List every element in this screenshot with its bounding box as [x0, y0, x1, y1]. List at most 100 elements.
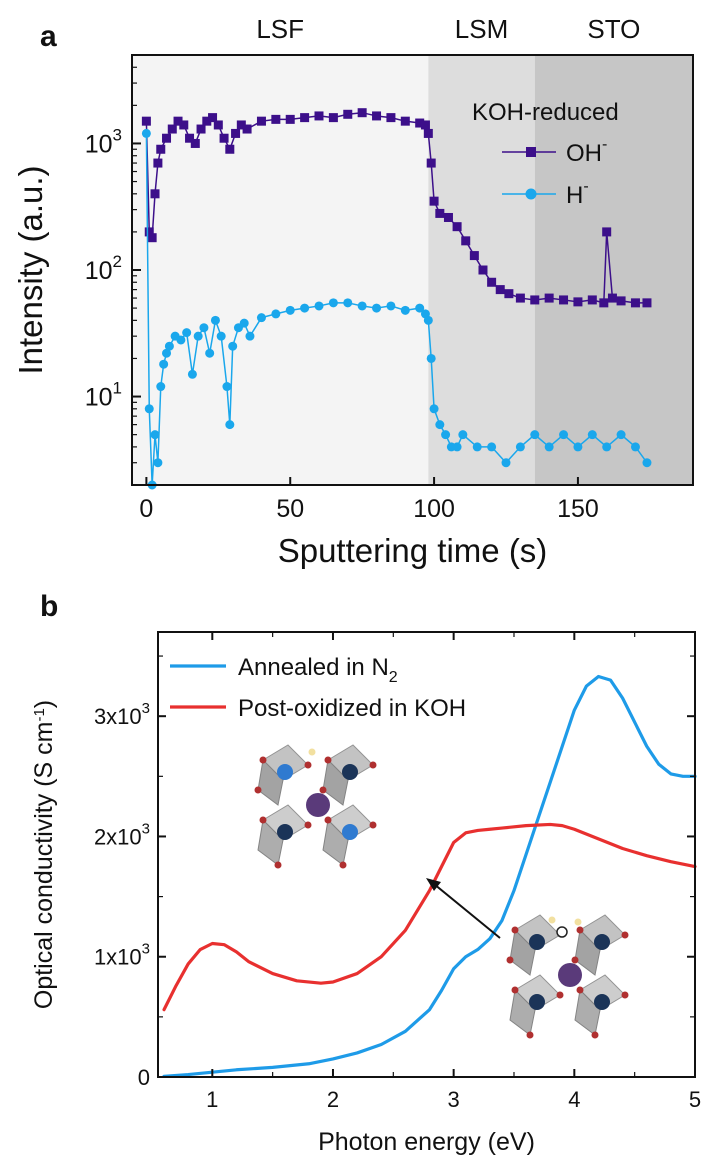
data-point	[452, 442, 462, 452]
region-band-sto	[534, 55, 693, 485]
octahedra-2	[509, 914, 626, 1036]
data-point	[587, 430, 597, 440]
legend-label-text: Annealed in N	[238, 654, 389, 681]
data-point	[144, 227, 154, 237]
data-point	[487, 277, 497, 287]
data-point	[599, 298, 609, 308]
region-label-lsf: LSF	[256, 14, 304, 44]
data-point	[544, 293, 554, 303]
data-point	[458, 430, 468, 440]
data-point	[239, 318, 249, 328]
b-site-atom	[342, 764, 358, 780]
data-point	[544, 442, 554, 452]
y-tick-exp: 3	[113, 125, 122, 144]
data-point	[187, 369, 197, 379]
data-point	[435, 208, 445, 218]
y-tick-label: 103	[85, 125, 122, 158]
data-point	[153, 158, 163, 168]
y-tick-base: 10	[85, 257, 113, 285]
x-tick-label: 0	[139, 495, 153, 523]
data-point	[144, 404, 154, 414]
panel-b-chart: b	[30, 590, 701, 1156]
data-point	[208, 113, 218, 123]
data-point	[426, 353, 436, 363]
b-site-atom	[277, 824, 293, 840]
data-point	[372, 303, 382, 313]
y-tick-label: 3x103	[94, 700, 150, 729]
a-site-atom	[558, 963, 582, 987]
data-point	[185, 133, 195, 143]
data-point	[256, 313, 266, 323]
data-point	[478, 265, 488, 275]
data-point	[285, 114, 295, 124]
data-point	[386, 113, 396, 123]
y-axis-title-b-close: )	[30, 700, 58, 708]
data-point	[400, 305, 410, 315]
data-point	[343, 109, 353, 119]
data-point	[515, 293, 525, 303]
data-point	[443, 212, 453, 222]
x-tick-label: 100	[413, 495, 455, 523]
data-point	[314, 111, 324, 121]
data-point	[487, 442, 497, 452]
b-site-atom	[594, 934, 610, 950]
data-point	[205, 348, 215, 358]
data-point	[228, 341, 238, 351]
legend-label: OH-	[566, 136, 607, 167]
b-site-atom	[594, 994, 610, 1010]
data-point	[196, 124, 206, 134]
data-point	[164, 341, 174, 351]
data-point	[415, 303, 425, 313]
hydrogen-atom	[574, 918, 582, 926]
hydrogen-atom	[548, 916, 556, 924]
plot-frame-b	[157, 631, 696, 1078]
y-tick-label: 102	[85, 252, 122, 285]
x-tick-label: 2	[327, 1087, 339, 1112]
octahedra-1	[257, 744, 374, 866]
legend-label-text: Post-oxidized in KOH	[238, 695, 466, 722]
data-point	[159, 359, 169, 369]
data-point	[150, 430, 160, 440]
data-point	[202, 116, 212, 126]
data-point	[423, 128, 433, 138]
data-point	[343, 298, 353, 308]
data-point	[328, 113, 338, 123]
y-tick-base: 10	[85, 130, 113, 158]
legend-label: Post-oxidized in KOH	[238, 695, 466, 722]
data-point	[435, 420, 445, 430]
perovskite-structure-illustration-2	[506, 914, 629, 1039]
x-tick-label: 150	[557, 495, 599, 523]
y-tick-sup: 3	[142, 941, 150, 958]
legend-label: H-	[566, 178, 589, 209]
oxygen-vacancy	[556, 926, 568, 938]
data-point	[242, 124, 252, 134]
data-point	[210, 315, 220, 325]
region-label-lsm: LSM	[455, 14, 508, 44]
b-site-atom	[529, 994, 545, 1010]
legend-label: Annealed in N2	[238, 654, 398, 686]
data-point	[602, 227, 612, 237]
data-point	[199, 323, 209, 333]
data-point	[472, 442, 482, 452]
y-axis-title-b: Optical conductivity (S cm-1)	[30, 700, 58, 1009]
series-h	[141, 128, 652, 490]
y-tick-exp: 1	[113, 379, 122, 398]
data-point	[426, 158, 436, 168]
panel-letter-a: a	[40, 20, 57, 53]
data-point	[179, 120, 189, 130]
data-point	[156, 382, 166, 392]
data-point	[530, 295, 540, 305]
data-point	[461, 236, 471, 246]
y-axis-title-a: Intensity (a.u.)	[12, 165, 49, 374]
series-line	[145, 111, 647, 304]
legend-b: Annealed in N2 Post-oxidized in KOH	[170, 654, 466, 722]
a-site-atom	[306, 793, 330, 817]
y-tick-base: 2x10	[94, 824, 142, 849]
data-point	[607, 293, 617, 303]
x-tick-label: 3	[448, 1087, 460, 1112]
data-point	[141, 128, 151, 138]
legend-title: KOH-reduced	[472, 99, 619, 126]
data-point	[141, 116, 151, 126]
